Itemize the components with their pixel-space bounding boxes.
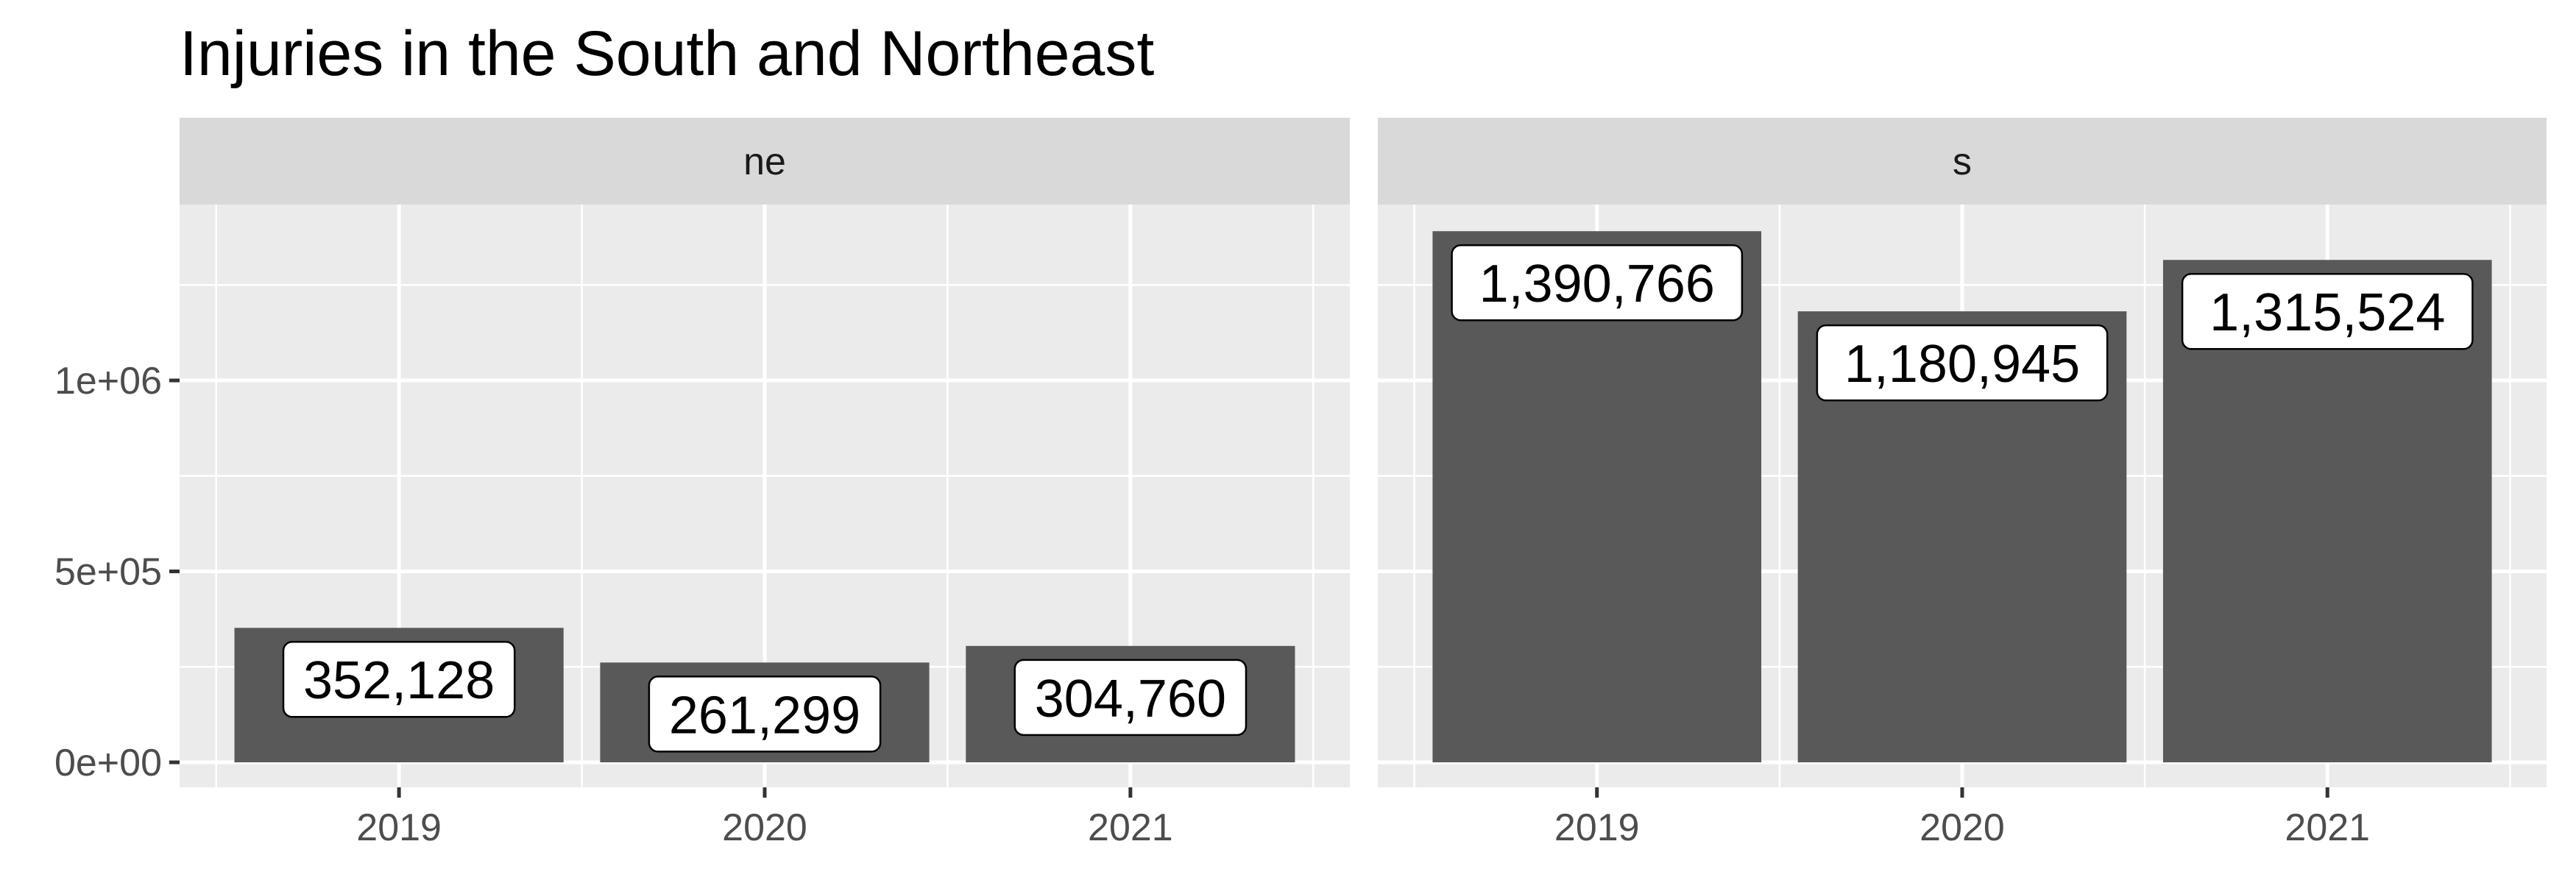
facet-panel-ne: ne 352,128 261,299 304,760 2019 2020 2021 (180, 118, 1350, 849)
facet-strip-label: ne (743, 141, 786, 183)
plot-area: ne 352,128 261,299 304,760 2019 2020 2021 s 1,39… (54, 118, 2547, 849)
data-label: 261,299 (669, 686, 860, 745)
data-label-box (1816, 324, 2109, 402)
data-label: 1,390,766 (1479, 255, 1715, 313)
data-label: 1,315,524 (2209, 283, 2445, 342)
data-label: 352,128 (303, 651, 495, 710)
chart-title: Injuries in the South and Northeast (180, 18, 1154, 89)
x-tick-label: 2019 (1554, 806, 1640, 849)
facet-panel-s: s 1,390,766 1,180,945 1,315,524 2019 2020 2021 (1378, 118, 2547, 849)
y-tick-label: 0e+00 (54, 742, 162, 784)
data-label-box (1013, 659, 1248, 737)
x-tick-label: 2021 (1088, 806, 1173, 849)
y-tick-label: 5e+05 (54, 551, 162, 594)
facet-strip-label: s (1953, 141, 1972, 183)
data-label-box (1451, 244, 1744, 322)
data-label-box (648, 675, 882, 753)
data-label-box (2181, 272, 2474, 350)
y-tick-label: 1e+06 (54, 360, 162, 403)
facet-strip (180, 118, 1350, 205)
x-tick-label: 2020 (722, 806, 807, 849)
data-label: 1,180,945 (1844, 335, 2080, 394)
x-tick-label: 2019 (356, 806, 442, 849)
y-axis: 0e+00 5e+05 1e+06 (54, 360, 180, 784)
data-label: 304,760 (1035, 670, 1226, 728)
x-tick-label: 2021 (2285, 806, 2370, 849)
x-tick-label: 2020 (1919, 806, 2005, 849)
facet-strip (1378, 118, 2547, 205)
data-label-box (282, 640, 516, 718)
